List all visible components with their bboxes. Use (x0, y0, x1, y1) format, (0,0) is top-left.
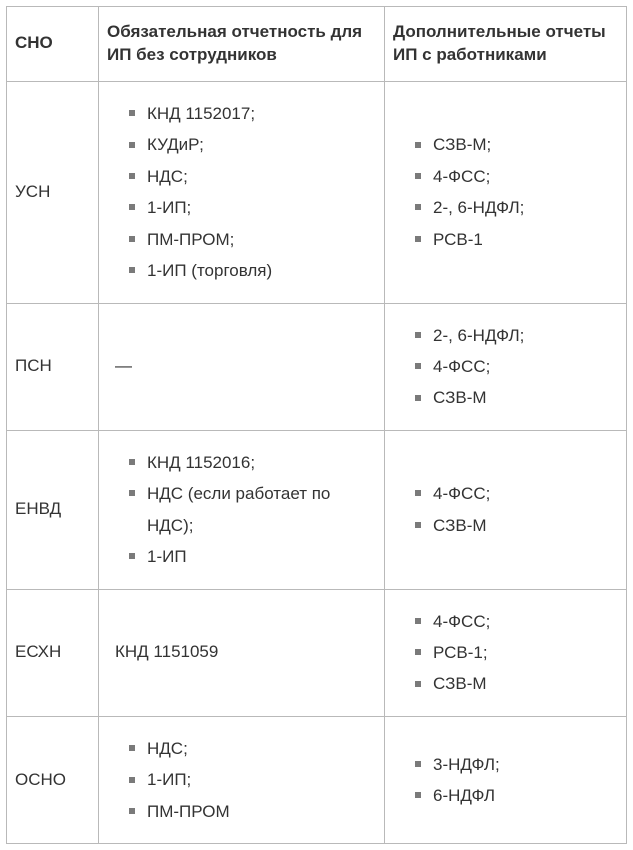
mandatory-list: КНД 1152016; НДС (если работает по НДС);… (107, 447, 374, 573)
table-row: ПСН — 2-, 6-НДФЛ; 4-ФСС; СЗВ-М (7, 303, 627, 430)
list-item: НДС; (129, 161, 374, 192)
cell-mandatory: НДС; 1-ИП; ПМ-ПРОМ (99, 716, 385, 843)
list-item: 3-НДФЛ; (415, 749, 616, 780)
mandatory-list: НДС; 1-ИП; ПМ-ПРОМ (107, 733, 374, 827)
list-item: СЗВ-М; (415, 129, 616, 160)
list-item: СЗВ-М (415, 510, 616, 541)
list-item: КНД 1152016; (129, 447, 374, 478)
list-item: СЗВ-М (415, 382, 616, 413)
list-item: 2-, 6-НДФЛ; (415, 320, 616, 351)
header-mandatory: Обязательная отчетность для ИП без сотру… (99, 7, 385, 82)
table-row: ЕНВД КНД 1152016; НДС (если работает по … (7, 430, 627, 589)
list-item: 2-, 6-НДФЛ; (415, 192, 616, 223)
mandatory-list: КНД 1152017; КУДиР; НДС; 1-ИП; ПМ-ПРОМ; … (107, 98, 374, 287)
list-item: ПМ-ПРОМ (129, 796, 374, 827)
table-body: УСН КНД 1152017; КУДиР; НДС; 1-ИП; ПМ-ПР… (7, 81, 627, 843)
additional-list: 4-ФСС; СЗВ-М (393, 478, 616, 541)
row-label: ЕНВД (7, 430, 99, 589)
header-sno: СНО (7, 7, 99, 82)
list-item: КУДиР; (129, 129, 374, 160)
header-row: СНО Обязательная отчетность для ИП без с… (7, 7, 627, 82)
additional-list: 3-НДФЛ; 6-НДФЛ (393, 749, 616, 812)
list-item: 4-ФСС; (415, 478, 616, 509)
list-item: ПМ-ПРОМ; (129, 224, 374, 255)
list-item: 4-ФСС; (415, 161, 616, 192)
row-label: УСН (7, 81, 99, 303)
additional-list: СЗВ-М; 4-ФСС; 2-, 6-НДФЛ; РСВ-1 (393, 129, 616, 255)
row-label: ПСН (7, 303, 99, 430)
cell-additional: 4-ФСС; СЗВ-М (385, 430, 627, 589)
plain-value: КНД 1151059 (107, 642, 218, 661)
list-item: РСВ-1 (415, 224, 616, 255)
header-additional: Дополнительные отчеты ИП с работниками (385, 7, 627, 82)
cell-additional: 2-, 6-НДФЛ; 4-ФСС; СЗВ-М (385, 303, 627, 430)
list-item: 1-ИП; (129, 764, 374, 795)
cell-additional: СЗВ-М; 4-ФСС; 2-, 6-НДФЛ; РСВ-1 (385, 81, 627, 303)
row-label: ЕСХН (7, 589, 99, 716)
list-item: РСВ-1; (415, 637, 616, 668)
list-item: КНД 1152017; (129, 98, 374, 129)
page: СНО Обязательная отчетность для ИП без с… (0, 0, 633, 850)
cell-mandatory: КНД 1152016; НДС (если работает по НДС);… (99, 430, 385, 589)
list-item: НДС (если работает по НДС); (129, 478, 374, 541)
additional-list: 2-, 6-НДФЛ; 4-ФСС; СЗВ-М (393, 320, 616, 414)
cell-additional: 3-НДФЛ; 6-НДФЛ (385, 716, 627, 843)
cell-mandatory: КНД 1152017; КУДиР; НДС; 1-ИП; ПМ-ПРОМ; … (99, 81, 385, 303)
reporting-table: СНО Обязательная отчетность для ИП без с… (6, 6, 627, 844)
list-item: 4-ФСС; (415, 351, 616, 382)
list-item: 1-ИП (129, 541, 374, 572)
list-item: НДС; (129, 733, 374, 764)
list-item: 4-ФСС; (415, 606, 616, 637)
list-item: 6-НДФЛ (415, 780, 616, 811)
list-item: СЗВ-М (415, 668, 616, 699)
cell-additional: 4-ФСС; РСВ-1; СЗВ-М (385, 589, 627, 716)
table-row: УСН КНД 1152017; КУДиР; НДС; 1-ИП; ПМ-ПР… (7, 81, 627, 303)
table-row: ЕСХН КНД 1151059 4-ФСС; РСВ-1; СЗВ-М (7, 589, 627, 716)
table-head: СНО Обязательная отчетность для ИП без с… (7, 7, 627, 82)
list-item: 1-ИП; (129, 192, 374, 223)
cell-mandatory: КНД 1151059 (99, 589, 385, 716)
cell-mandatory: — (99, 303, 385, 430)
table-row: ОСНО НДС; 1-ИП; ПМ-ПРОМ 3-НДФЛ; 6-НДФЛ (7, 716, 627, 843)
additional-list: 4-ФСС; РСВ-1; СЗВ-М (393, 606, 616, 700)
dash-value: — (107, 356, 132, 375)
list-item: 1-ИП (торговля) (129, 255, 374, 286)
row-label: ОСНО (7, 716, 99, 843)
